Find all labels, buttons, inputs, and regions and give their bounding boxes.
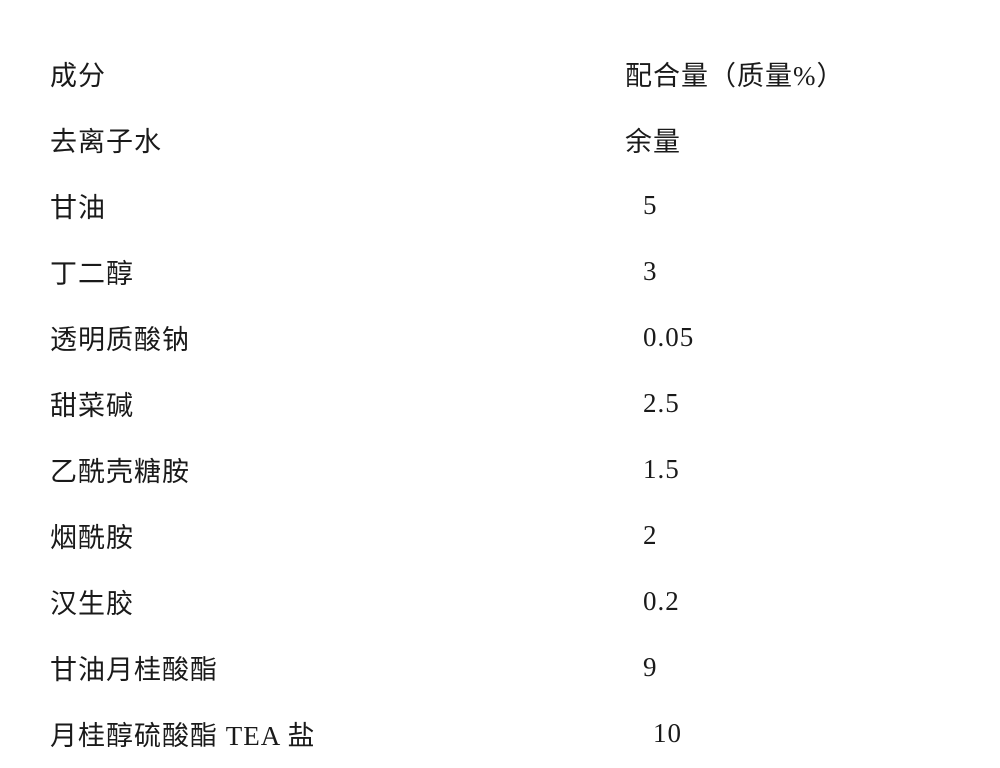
ingredient-cell: 甜菜碱 [50, 384, 625, 423]
amount-cell: 2.5 [625, 388, 950, 419]
ingredient-cell: 甘油 [50, 186, 625, 225]
header-ingredient: 成分 [50, 54, 625, 93]
table-row: 透明质酸钠 0.05 [50, 304, 950, 370]
ingredient-table: 成分 配合量（质量%） 去离子水 余量 甘油 5 丁二醇 3 透明质酸钠 0.0… [50, 40, 950, 766]
amount-cell: 0.05 [625, 322, 950, 353]
table-row: 甘油月桂酸酯 9 [50, 634, 950, 700]
amount-cell: 3 [625, 256, 950, 287]
table-header-row: 成分 配合量（质量%） [50, 40, 950, 106]
ingredient-cell: 乙酰壳糖胺 [50, 450, 625, 489]
ingredient-cell: 月桂醇硫酸酯 TEA 盐 [50, 714, 625, 753]
table-row: 汉生胶 0.2 [50, 568, 950, 634]
ingredient-cell: 烟酰胺 [50, 516, 625, 555]
table-row: 丁二醇 3 [50, 238, 950, 304]
table-row: 乙酰壳糖胺 1.5 [50, 436, 950, 502]
amount-cell: 余量 [625, 120, 950, 159]
header-amount: 配合量（质量%） [625, 54, 950, 93]
ingredient-cell: 去离子水 [50, 120, 625, 159]
ingredient-cell: 透明质酸钠 [50, 318, 625, 357]
amount-cell: 5 [625, 190, 950, 221]
ingredient-cell: 丁二醇 [50, 252, 625, 291]
amount-cell: 1.5 [625, 454, 950, 485]
amount-cell: 0.2 [625, 586, 950, 617]
amount-cell: 10 [625, 718, 950, 749]
table-row: 甜菜碱 2.5 [50, 370, 950, 436]
table-row: 去离子水 余量 [50, 106, 950, 172]
table-row: 甘油 5 [50, 172, 950, 238]
ingredient-cell: 甘油月桂酸酯 [50, 648, 625, 687]
amount-cell: 2 [625, 520, 950, 551]
table-row: 烟酰胺 2 [50, 502, 950, 568]
table-row: 月桂醇硫酸酯 TEA 盐 10 [50, 700, 950, 766]
ingredient-cell: 汉生胶 [50, 582, 625, 621]
amount-cell: 9 [625, 652, 950, 683]
